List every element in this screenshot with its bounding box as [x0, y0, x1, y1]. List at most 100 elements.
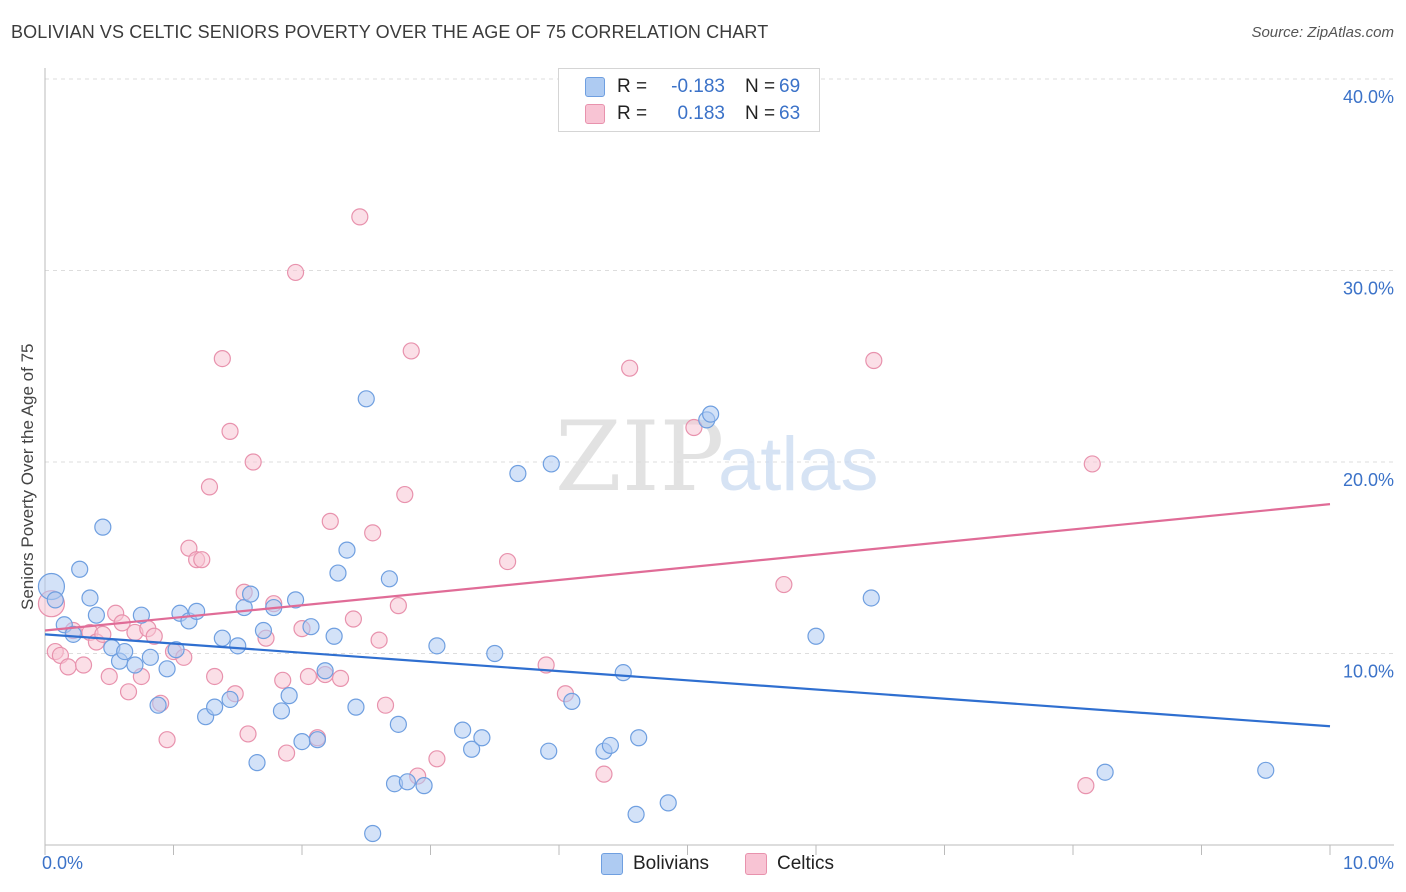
bolivians-point	[272, 702, 291, 720]
celtics-point	[239, 725, 257, 743]
bolivians-point	[540, 742, 558, 760]
celtics-point	[396, 485, 414, 504]
bolivians-legend-label: Bolivians	[633, 853, 710, 874]
celtics-point	[370, 631, 388, 649]
celtics-trend-line	[44, 503, 1331, 632]
celtics-point	[193, 551, 211, 569]
axes	[44, 68, 1394, 855]
bolivians-legend-swatch	[601, 853, 623, 875]
bolivians-point	[380, 570, 398, 588]
celtics-point	[685, 418, 703, 437]
celtics-point	[499, 552, 517, 571]
bolivians-point	[126, 656, 144, 674]
celtics-point	[100, 667, 118, 686]
bolivians-point	[116, 642, 134, 661]
bolivians-point	[463, 740, 481, 758]
y-tick-label: 10.0%	[1343, 662, 1394, 682]
bolivians-point	[509, 464, 527, 483]
celtics-point	[351, 208, 369, 226]
celtics-point	[865, 351, 883, 370]
bolivians-point	[454, 721, 472, 739]
bolivians-point	[254, 621, 273, 640]
bolivians-point	[347, 698, 365, 716]
bolivians-point	[614, 664, 632, 682]
bolivians-point	[1257, 761, 1275, 779]
bolivians-point	[601, 736, 620, 755]
y-tick-label: 20.0%	[1343, 470, 1394, 490]
celtics-point	[244, 453, 262, 471]
bolivians-point	[132, 606, 150, 624]
bolivians-trend-line	[44, 633, 1331, 728]
celtics-point	[200, 478, 219, 496]
bolivians-point	[389, 715, 407, 733]
bolivians-point	[329, 564, 347, 582]
bolivians-point	[149, 696, 167, 714]
bolivians-point	[94, 518, 112, 536]
bolivians-point	[248, 754, 266, 772]
celtics-point	[389, 597, 407, 615]
n-label: N =	[745, 103, 776, 124]
bolivians-point	[357, 390, 375, 408]
celtics-point	[119, 683, 138, 701]
bolivians-point	[862, 589, 880, 607]
celtics-point	[213, 349, 231, 368]
tick-labels: 10.0% 20.0% 30.0% 40.0% 0.0% 10.0%	[42, 87, 1394, 873]
watermark-atlas: atlas	[718, 422, 879, 507]
bolivians-point	[302, 618, 320, 636]
bolivians-point	[428, 637, 446, 655]
bolivians-point	[213, 629, 231, 647]
bolivians-point	[659, 794, 677, 812]
bolivians-point	[308, 731, 327, 749]
bolivians-point	[206, 698, 224, 716]
celtics-point	[1077, 777, 1095, 795]
celtics-point	[402, 342, 420, 360]
legend-row-celtics: R = 0.183 N = 63	[585, 102, 800, 126]
bolivians-r-value: -0.183	[671, 76, 725, 97]
celtics-r-value: 0.183	[677, 103, 725, 124]
bolivians-point	[630, 729, 648, 747]
x-tick-label: 0.0%	[42, 853, 83, 873]
bolivians-point	[87, 606, 106, 624]
bolivians-point	[807, 627, 825, 645]
y-axis-label: Seniors Poverty Over the Age of 75	[18, 343, 37, 610]
celtics-point	[1083, 455, 1101, 473]
correlation-legend: R = -0.183 N = 69 R = 0.183 N = 63	[558, 68, 820, 132]
data-points	[37, 208, 1275, 843]
celtics-point	[621, 359, 639, 377]
bolivians-swatch	[585, 77, 605, 97]
bolivians-point	[167, 641, 185, 659]
bolivians-point	[64, 625, 82, 643]
celtics-legend-label: Celtics	[777, 853, 835, 874]
x-tick-label: 10.0%	[1343, 853, 1394, 873]
bolivians-point	[702, 405, 720, 423]
celtics-legend-swatch	[745, 853, 767, 875]
chart-title: BOLIVIAN VS CELTIC SENIORS POVERTY OVER …	[11, 22, 769, 42]
series-legend-bolivians: Bolivians	[601, 852, 709, 876]
bolivians-point	[473, 729, 491, 747]
trend-lines	[44, 503, 1331, 728]
bolivians-point	[46, 591, 64, 609]
bolivians-point	[486, 644, 504, 663]
bolivians-point	[71, 560, 89, 578]
bolivians-point	[316, 662, 334, 680]
y-tick-label: 40.0%	[1343, 87, 1394, 107]
celtics-point	[321, 512, 339, 530]
bolivians-point	[398, 773, 416, 791]
r-label: R =	[617, 76, 648, 97]
bolivians-point	[221, 690, 239, 709]
legend-row-bolivians: R = -0.183 N = 69	[585, 75, 800, 99]
y-tick-label: 30.0%	[1343, 279, 1394, 299]
celtics-n-value: 63	[779, 103, 801, 124]
bolivians-point	[158, 660, 176, 678]
bolivians-point	[242, 585, 260, 603]
celtics-point	[221, 422, 239, 440]
bolivians-point	[1096, 763, 1114, 781]
bolivians-point	[627, 805, 645, 823]
bolivians-n-value: 69	[779, 76, 801, 97]
celtics-swatch	[585, 104, 605, 124]
celtics-point	[59, 658, 77, 676]
celtics-point	[145, 627, 163, 645]
grid-lines	[45, 78, 1394, 654]
bolivians-point	[338, 541, 356, 559]
